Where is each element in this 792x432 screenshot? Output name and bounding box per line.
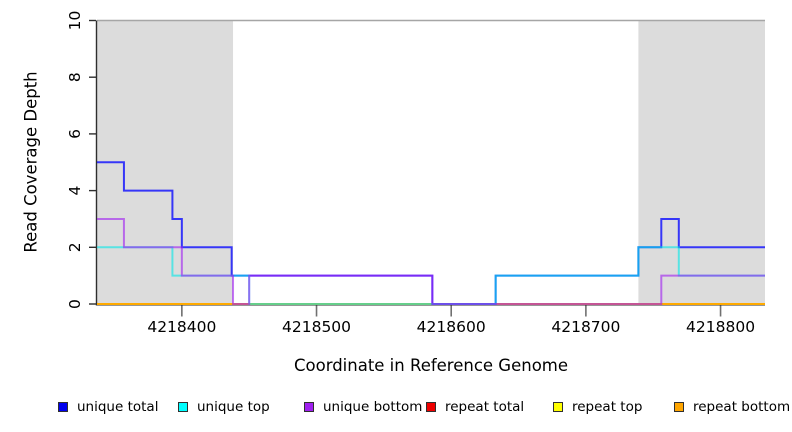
legend-label: unique bottom	[323, 399, 423, 415]
legend-swatch	[674, 402, 684, 412]
x-tick-label: 4218700	[551, 318, 620, 336]
y-tick-label: 10	[66, 11, 84, 31]
y-tick-label: 8	[66, 72, 84, 82]
repeat-region-right	[638, 20, 765, 304]
legend-item-unique-top: unique top	[178, 398, 270, 416]
series-unique-top	[97, 246, 765, 305]
chart-svg: 4218400 4218500 4218600 4218700 4218800 0 2 4 6 8…	[66, 11, 765, 336]
y-tick-label: 6	[66, 129, 84, 139]
x-tick-label: 4218600	[417, 318, 486, 336]
legend-swatch	[426, 402, 436, 412]
legend: unique total unique top unique bottom repea…	[0, 398, 792, 420]
legend-item-repeat-total: repeat total	[426, 398, 524, 416]
legend-swatch	[553, 402, 563, 412]
x-axis-title: Coordinate in Reference Genome	[293, 356, 569, 375]
x-tick-label: 4218500	[282, 318, 351, 336]
y-tick-label: 4	[66, 186, 84, 196]
legend-label: unique top	[197, 399, 270, 415]
legend-label: unique total	[77, 399, 159, 415]
legend-label: repeat top	[572, 399, 643, 415]
legend-item-unique-bottom: unique bottom	[304, 398, 422, 416]
x-tick-label: 4218400	[147, 318, 216, 336]
legend-swatch	[58, 402, 68, 412]
legend-label: repeat bottom	[693, 399, 791, 415]
legend-swatch	[304, 402, 314, 412]
legend-item-unique-total: unique total	[58, 398, 158, 416]
legend-item-repeat-top: repeat top	[553, 398, 642, 416]
legend-label: repeat total	[445, 399, 525, 415]
y-tick-label: 0	[66, 299, 84, 309]
legend-item-repeat-bottom: repeat bottom	[674, 398, 790, 416]
x-tick-label: 4218800	[686, 318, 755, 336]
series-unique-bottom	[97, 217, 765, 305]
y-tick-label: 2	[66, 242, 84, 252]
legend-swatch	[178, 402, 188, 412]
y-axis-title: Read Coverage Depth	[21, 71, 41, 253]
